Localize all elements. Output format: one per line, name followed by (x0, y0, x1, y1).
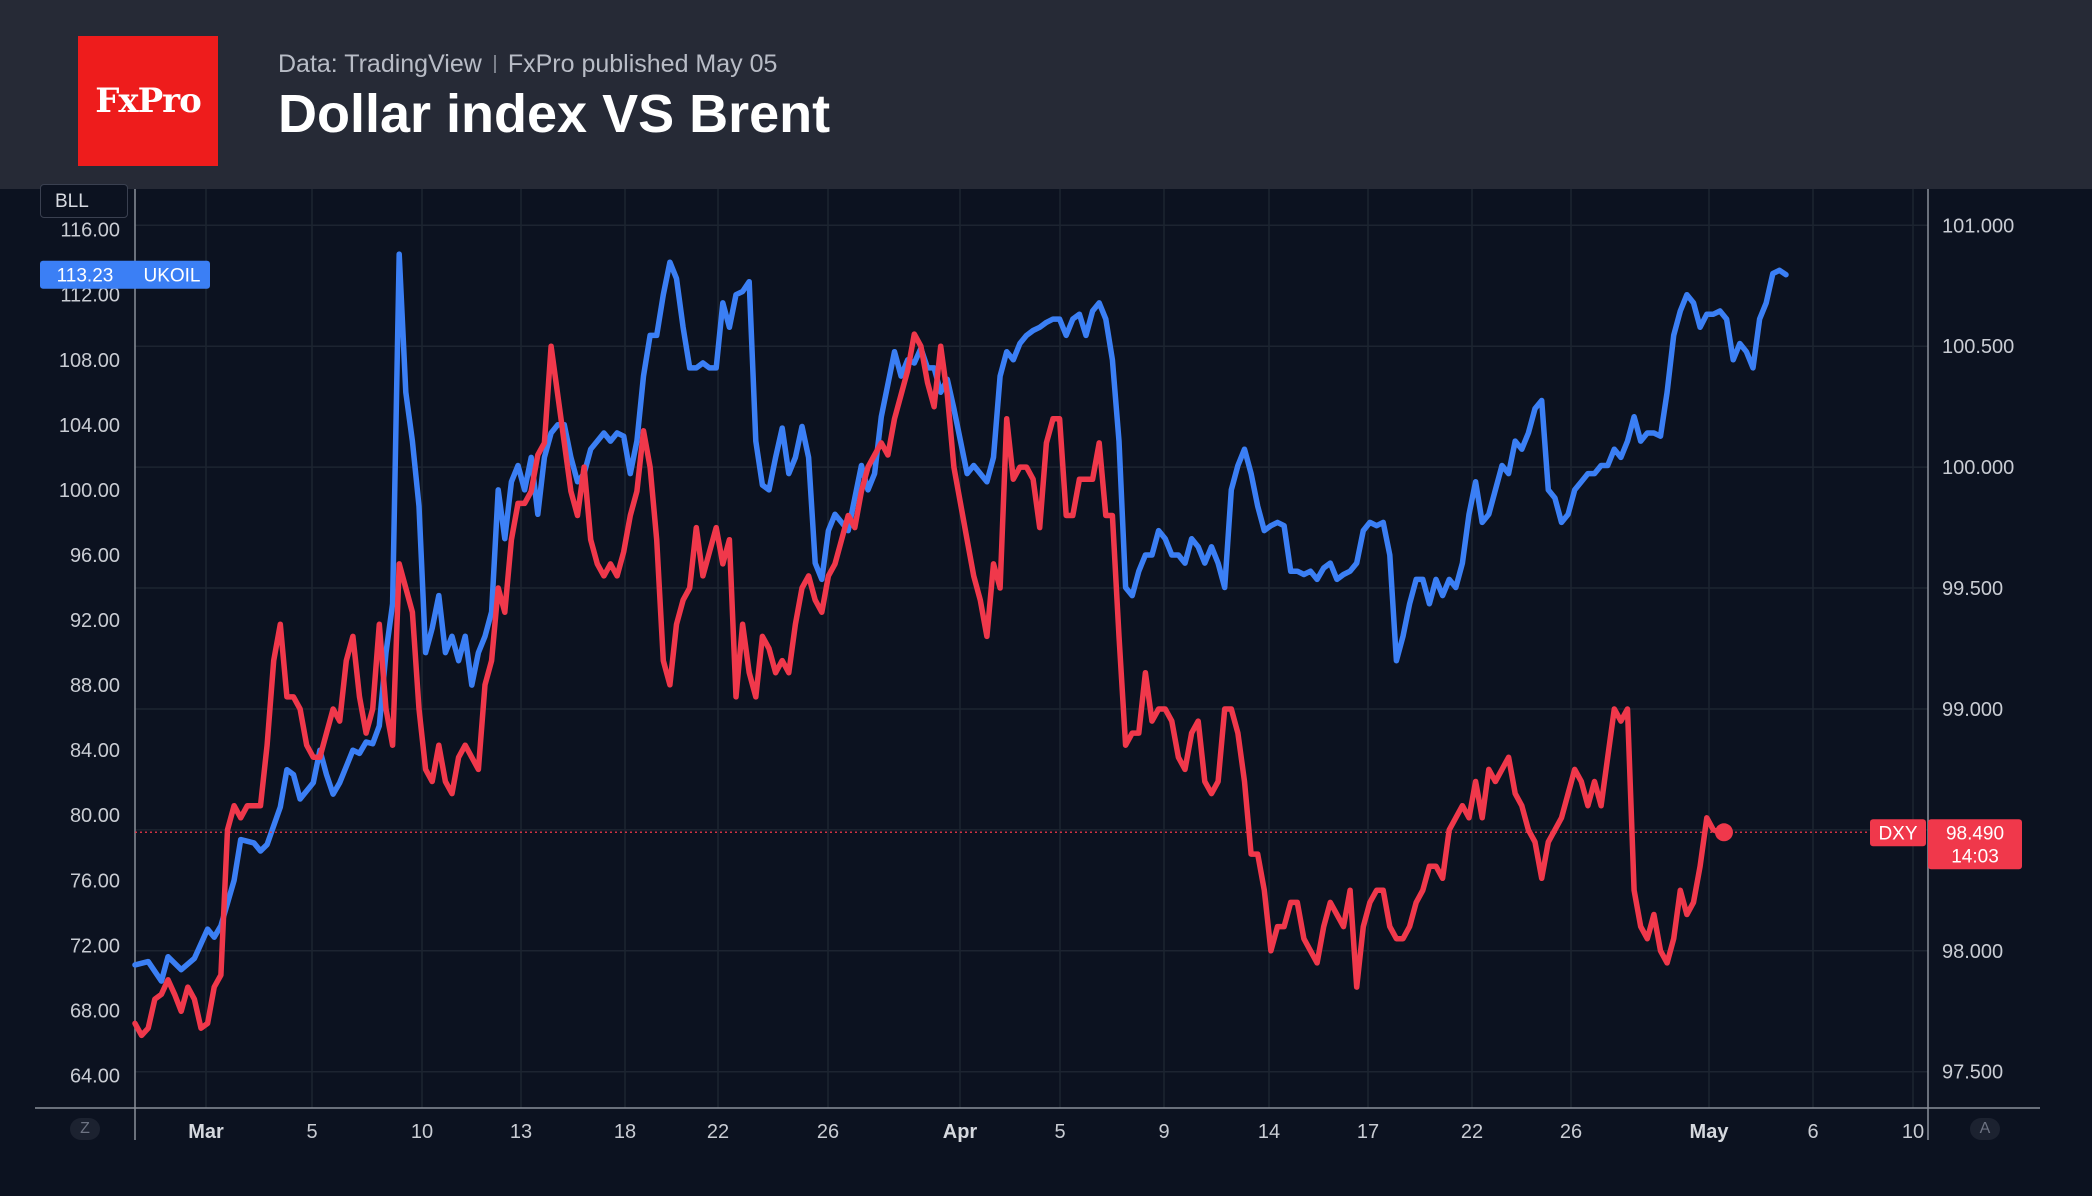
ukoil-price-badge (40, 260, 210, 289)
right-axis-tick-label: 99.000 (1942, 699, 2003, 721)
x-axis-tick-label: 9 (1158, 1121, 1169, 1143)
ukoil-last-price-label: 113.23 (57, 266, 114, 287)
left-axis-tick-label: 76.00 (70, 870, 120, 892)
x-axis-tick-label: Mar (188, 1121, 224, 1143)
x-axis-tick-label: 14 (1258, 1121, 1280, 1143)
dxy-name-label: DXY (1878, 823, 1917, 844)
dxy-last-price-label: 98.490 (1946, 823, 2004, 844)
dxy-price-badge (1928, 819, 2022, 870)
right-axis-tick-label: 101.000 (1942, 215, 2014, 237)
right-axis-tick-label: 100.500 (1942, 336, 2014, 358)
series-line-ukoil[interactable] (132, 251, 1789, 984)
auto-scale-button[interactable]: A (1970, 1118, 2000, 1140)
left-axis-tick-label: 92.00 (70, 610, 120, 632)
meta-separator (493, 55, 496, 73)
left-axis-tick-label: 116.00 (60, 220, 120, 242)
x-axis-tick-label: 10 (1902, 1121, 1924, 1143)
right-axis-tick-label: 100.000 (1942, 457, 2014, 479)
x-axis-tick-label: 5 (306, 1121, 317, 1143)
x-axis-tick-label: May (1690, 1121, 1730, 1143)
right-axis-tick-label: 97.500 (1942, 1062, 2003, 1084)
x-axis-tick-label: 13 (510, 1121, 532, 1143)
left-axis-tick-label: 104.00 (59, 415, 120, 437)
series-line-dxy[interactable] (132, 331, 1723, 1039)
x-axis-tick-label: 17 (1357, 1121, 1379, 1143)
published-label: FxPro published May 05 (507, 49, 778, 78)
left-axis-tick-label: 72.00 (70, 935, 120, 957)
x-axis-tick-label: 22 (1461, 1121, 1483, 1143)
left-axis-tick-label: 100.00 (59, 480, 120, 502)
right-axis-tick-label: 98.000 (1942, 941, 2003, 963)
left-axis-tick-label: 64.00 (70, 1065, 120, 1087)
chart-title: Dollar index VS Brent (278, 84, 831, 144)
x-axis-tick-label: 6 (1807, 1121, 1818, 1143)
left-axis-tick-label: 80.00 (70, 805, 120, 827)
x-axis-tick-label: 26 (1560, 1121, 1582, 1143)
header-bar: FxPro Data: TradingView FxPro published … (0, 0, 2092, 189)
x-axis-tick-label: 18 (614, 1121, 636, 1143)
left-axis-tick-label: 112.00 (60, 285, 120, 307)
x-axis-tick-label: 26 (817, 1121, 839, 1143)
dxy-name-badge (1870, 819, 1926, 847)
x-axis-tick-label: 22 (707, 1121, 729, 1143)
left-axis-tick-label: 96.00 (70, 545, 120, 567)
x-axis-tick-label: Apr (943, 1121, 978, 1143)
x-axis-tick-label: 5 (1054, 1121, 1065, 1143)
left-axis-tick-label: 68.00 (70, 1000, 120, 1022)
dxy-countdown-label: 14:03 (1951, 846, 1999, 867)
data-source-label: Data: TradingView (278, 49, 482, 78)
ukoil-name-label: UKOIL (143, 266, 200, 287)
right-axis-tick-label: 99.500 (1942, 578, 2003, 600)
x-axis-tick-label: 10 (411, 1121, 433, 1143)
left-axis-tick-label: 108.00 (59, 350, 120, 372)
dxy-last-point-marker (1714, 823, 1733, 842)
left-axis-tick-label: 88.00 (70, 675, 120, 697)
left-axis-tick-label: 84.00 (70, 740, 120, 762)
chart-meta: Data: TradingView FxPro published May 05 (278, 48, 777, 80)
bll-button[interactable]: BLL (40, 184, 128, 218)
fxpro-logo: FxPro (78, 36, 218, 166)
zoom-reset-button[interactable]: Z (70, 1118, 100, 1140)
